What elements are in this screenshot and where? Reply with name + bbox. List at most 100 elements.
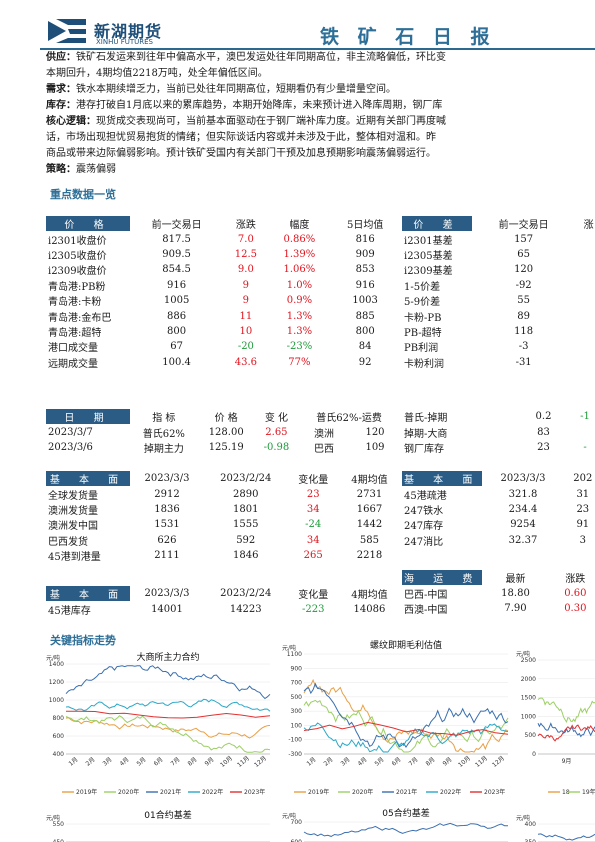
table-cell: 掉期-大商 xyxy=(404,428,448,440)
table-cell: 125.19 xyxy=(208,441,244,453)
table-cell: -1 xyxy=(580,411,590,423)
legend-label: 2019年 xyxy=(308,788,329,796)
table-cell: 43.6 xyxy=(234,356,257,368)
legend-label: 2020年 xyxy=(118,788,139,796)
y-tick-label: 300 xyxy=(291,708,303,715)
y-tick-label: 600 xyxy=(53,733,65,740)
table-cell: -223 xyxy=(301,603,325,615)
table-cell: 854.5 xyxy=(162,264,191,276)
series-line xyxy=(65,665,271,700)
section-key-data-title: 重点数据一览 xyxy=(50,188,116,201)
legend-label: 2023年 xyxy=(484,788,505,796)
table-cell: 885 xyxy=(355,310,375,322)
table-cell: i2305收盘价 xyxy=(48,250,107,262)
table-cell: 800 xyxy=(355,325,375,337)
table-cell: -92 xyxy=(515,279,532,291)
table-cell: 7.0 xyxy=(237,233,254,245)
table-cell: -0.98 xyxy=(263,441,290,453)
x-tick-label: 11月 xyxy=(236,755,251,769)
report-header: 新湖期货 XINHU FUTURES 铁 矿 石 日 报 xyxy=(40,8,595,50)
index-table: 日 期 指 标 价 格 变 化 普氏62%-运费 2023/3/7 普氏62% 12… xyxy=(46,409,400,455)
x-tick-label: 4月 xyxy=(119,756,131,768)
legend-label: 2023年 xyxy=(244,788,265,796)
table-row: 247铁水 234.4 23 xyxy=(402,502,595,517)
summary-line: 核心逻辑：现货成交表现尚可，当前基本面驱动在于钢厂端补库力度。近期有关部门再度喊 xyxy=(46,116,446,127)
logo-chinese-name: 新湖期货 xyxy=(94,22,163,41)
table-cell: 1801 xyxy=(233,503,259,515)
table-cell xyxy=(575,324,595,339)
table-row: 掉期-大商 83 xyxy=(402,424,595,440)
table-cell: 817.5 xyxy=(162,233,191,245)
table-cell: 0.60 xyxy=(564,587,587,599)
legend-label: 19年 xyxy=(582,788,595,796)
table-row: i2305收盘价 909.5 12.5 1.39% 909 xyxy=(46,247,400,262)
summary-line: 话，市场出现担忧贸易抱货的情绪；但实际谈话内容或并未涉及于此，整体相对温和。昨 xyxy=(46,132,436,143)
logo-english-name: XINHU FUTURES xyxy=(96,38,153,46)
table-cell: 9 xyxy=(242,295,250,307)
table-cell: 9 xyxy=(242,279,250,291)
x-tick-label: 9月 xyxy=(204,756,216,768)
table-cell: 83 xyxy=(537,426,550,438)
legend-label: 18 xyxy=(562,789,570,796)
table-cell: 92 xyxy=(358,356,372,368)
table-cell: 1003 xyxy=(352,295,378,307)
x-tick-label: 7月 xyxy=(170,756,182,768)
table-cell: 34 xyxy=(306,503,320,515)
table-cell: 1.06% xyxy=(283,264,316,276)
table-cell: 2890 xyxy=(233,488,259,500)
table-cell: 2912 xyxy=(154,488,180,500)
y-tick-label: 600 xyxy=(291,839,303,842)
y-tick-label: 100 xyxy=(291,722,303,729)
y-tick-label: 400 xyxy=(525,821,537,828)
table-cell: 128.00 xyxy=(208,426,244,438)
table-cell: 157 xyxy=(514,233,534,245)
table-row: 45港疏港 321.8 31 xyxy=(402,486,595,502)
table-row: 港口成交量 67 -20 -23% 84 xyxy=(46,339,400,354)
table-cell: 77% xyxy=(288,356,311,368)
table-cell: 1.3% xyxy=(286,310,313,322)
price-table: 价 格 前一交易日 涨跌 幅度 5日均值 i2301收盘价 817.5 7.0 0.8… xyxy=(46,216,400,370)
series-line xyxy=(303,682,509,749)
table-cell: 55 xyxy=(517,295,530,307)
table-cell: 1836 xyxy=(154,503,180,515)
report-page: 新湖期货 XINHU FUTURES 铁 矿 石 日 报 供应：铁矿石发运来到往… xyxy=(40,8,595,842)
table-cell: 1.39% xyxy=(283,248,316,260)
table-cell: 巴西-中国 xyxy=(404,589,448,601)
y-tick-label: 400 xyxy=(53,751,65,758)
table-row: 45港库存 14001 14223 -223 14086 xyxy=(46,601,400,617)
table-cell: -31 xyxy=(515,356,532,368)
table-cell: 234.4 xyxy=(508,503,538,515)
summary-line: 需求：铁水本期续增乏力，当前已处往年同期高位，短期看仍有少量增量空间。 xyxy=(46,84,396,95)
table-cell: 247库存 xyxy=(404,521,444,533)
table-row: 澳洲发中国 1531 1555 -24 1442 xyxy=(46,517,400,532)
x-tick-label: 5月 xyxy=(374,756,386,768)
table-cell: 2218 xyxy=(356,550,383,562)
table-cell: 14086 xyxy=(353,603,386,615)
axis-unit-label: 元/吨 xyxy=(46,814,60,822)
xinhu-logo-icon xyxy=(48,19,86,43)
table-cell: 澳洲 xyxy=(314,428,335,440)
series-line xyxy=(303,678,509,753)
table-row: i2301收盘价 817.5 7.0 0.86% 816 xyxy=(46,231,400,247)
table-row: 1-5价差 -92 xyxy=(402,278,595,293)
table-cell xyxy=(575,247,595,262)
table-cell: 1555 xyxy=(233,519,259,531)
table-row: i2309收盘价 854.5 9.0 1.06% 853 xyxy=(46,262,400,277)
x-tick-label: 5月 xyxy=(136,756,148,768)
y-tick-label: -100 xyxy=(288,737,302,744)
x-tick-label: 9月 xyxy=(562,758,572,765)
table-cell: 585 xyxy=(359,534,379,546)
table-row: 247消比 32.37 3 xyxy=(402,533,595,548)
table-row: 青岛港:超特 800 10 1.3% 800 xyxy=(46,324,400,339)
table-cell: 钢厂库存 xyxy=(404,443,444,455)
y-tick-label: 1000 xyxy=(521,713,536,720)
table-cell: 5-9价差 xyxy=(404,297,441,309)
table-cell: - xyxy=(583,441,587,453)
x-tick-label: 6月 xyxy=(391,756,403,768)
axis-unit-label: 元/吨 xyxy=(516,650,530,658)
table-cell: 2.65 xyxy=(265,426,288,438)
table-row: 卡粉-PB 89 xyxy=(402,308,595,324)
table-cell: 247铁水 xyxy=(404,505,444,517)
table-cell xyxy=(575,355,595,370)
